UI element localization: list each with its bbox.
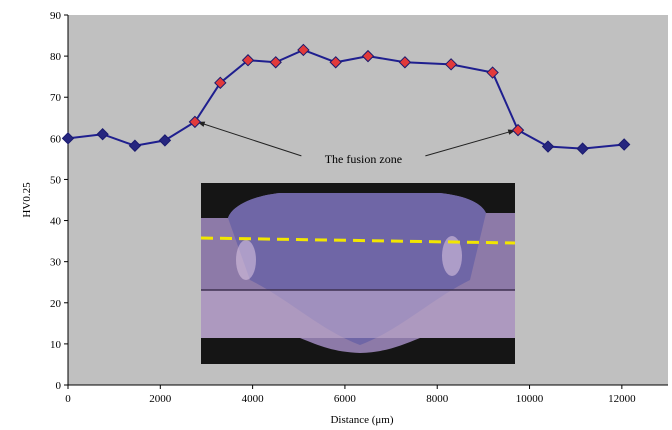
data-point xyxy=(329,56,342,69)
data-point xyxy=(617,138,631,151)
data-point xyxy=(398,56,412,69)
x-tick-label: 0 xyxy=(65,393,71,405)
x-tick-label: 2000 xyxy=(149,393,172,405)
weld-micrograph-inset xyxy=(200,183,516,364)
data-point xyxy=(241,54,255,67)
data-point xyxy=(269,56,282,69)
y-tick-label: 20 xyxy=(50,298,62,310)
data-point xyxy=(486,66,499,79)
x-tick-label: 10000 xyxy=(516,393,544,405)
x-axis-title: Distance (μm) xyxy=(330,414,393,426)
x-tick-label: 6000 xyxy=(334,393,357,405)
y-tick-label: 40 xyxy=(50,216,62,228)
annotation-arrow xyxy=(197,121,302,157)
y-tick-label: 0 xyxy=(56,380,62,392)
annotation-arrow xyxy=(425,129,516,157)
y-tick-label: 10 xyxy=(50,339,62,351)
data-point xyxy=(511,123,525,137)
data-point xyxy=(61,132,75,145)
y-tick-label: 50 xyxy=(50,174,62,186)
y-tick-label: 30 xyxy=(50,257,62,269)
y-tick-label: 80 xyxy=(50,51,62,63)
data-point xyxy=(214,76,227,90)
y-tick-label: 60 xyxy=(50,133,62,145)
data-point xyxy=(128,139,142,152)
data-point xyxy=(444,58,458,71)
x-tick-label: 12000 xyxy=(608,393,636,405)
data-point xyxy=(361,49,375,63)
x-tick-label: 4000 xyxy=(242,393,265,405)
y-tick-label: 70 xyxy=(50,92,62,104)
annotation-fusion-zone: The fusion zone xyxy=(325,152,402,166)
data-point xyxy=(188,115,202,129)
data-point xyxy=(576,142,589,155)
data-point xyxy=(96,128,109,141)
x-tick-label: 8000 xyxy=(426,393,449,405)
y-tick-label: 90 xyxy=(50,10,62,22)
data-point xyxy=(541,140,555,153)
data-point xyxy=(297,43,310,57)
y-axis-title: HV0.25 xyxy=(21,182,33,218)
data-point xyxy=(158,134,172,147)
